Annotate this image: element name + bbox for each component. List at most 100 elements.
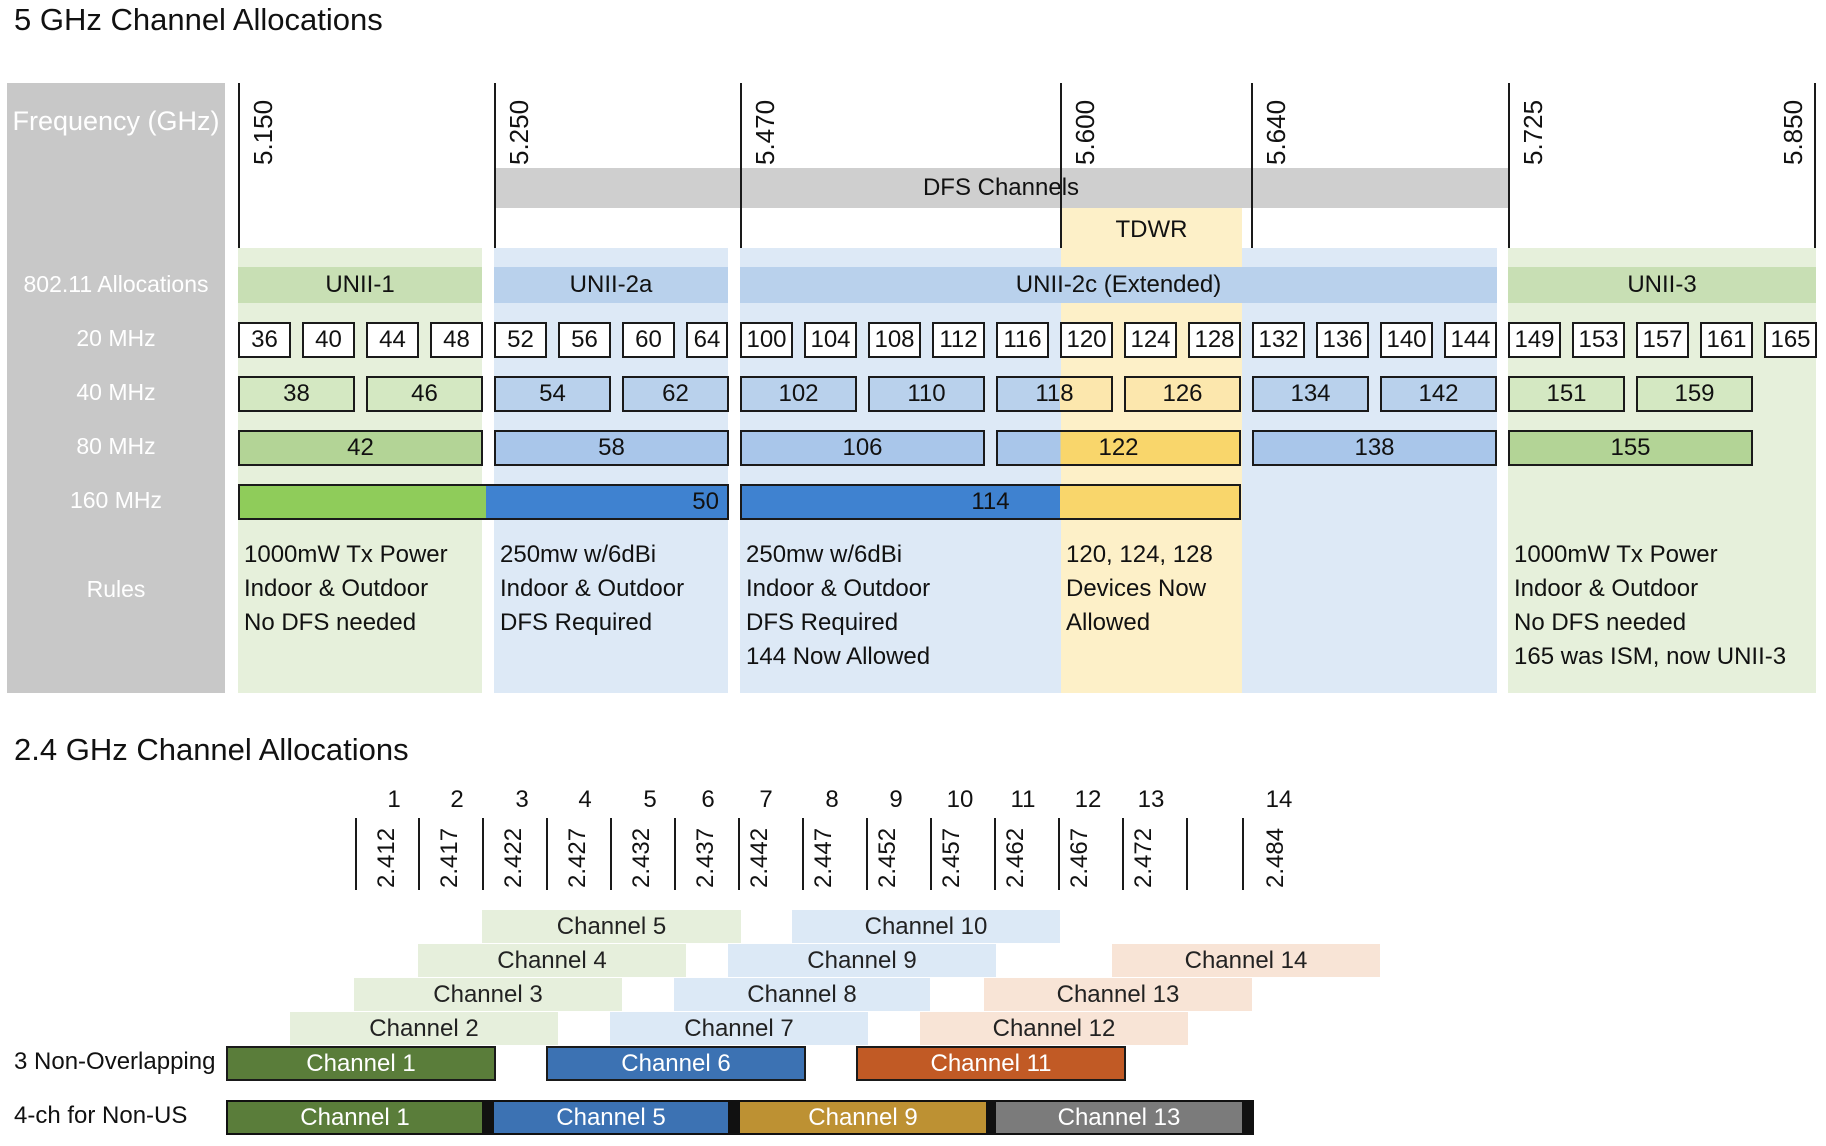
ch80-106: 106 [740,430,985,466]
sep24-15 [1242,818,1244,890]
freq-label-5250: 5.250 [504,99,534,165]
sep24-5 [610,818,612,890]
rules-tdwr-line3: Allowed [1066,609,1151,636]
rules-unii2c: 250mw w/6dBi Indoor & Outdoor DFS Requir… [746,538,930,674]
ch24-num-14: 14 [1265,786,1293,813]
freq24-2484: 2.484 [1262,827,1289,888]
ch20-140: 140 [1380,322,1433,358]
ch160-114: 114 [740,484,1241,520]
rules-tdwr-line1: 120, 124, 128 [1066,541,1213,568]
ch24-num-2: 2 [450,786,464,813]
freq-line-5600 [1060,83,1062,248]
rules-unii3-line4: 165 was ISM, now UNII-3 [1514,643,1787,670]
freq-label-5640: 5.640 [1261,99,1291,165]
ch20-120: 120 [1060,322,1113,358]
rules-unii3-line3: No DFS needed [1514,609,1687,636]
band-unii3: UNII-3 [1508,267,1816,303]
tdwr-label: TDWR [1115,216,1188,243]
ch24-bar-5: Channel 5 [482,910,741,943]
freq-line-5640 [1251,83,1253,248]
ch80-138: 138 [1252,430,1497,466]
ch40-46: 46 [366,376,483,412]
ch24-bar-4: Channel 4 [418,944,686,977]
ch24-num-8: 8 [825,786,839,813]
freq24-2412: 2.412 [373,827,400,888]
ch20-149: 149 [1508,322,1561,358]
ch20-112: 112 [932,322,985,358]
unii2c-column-right [1242,248,1497,693]
rules-tdwr-line2: Devices Now [1066,575,1207,602]
rules-unii2c-line4: 144 Now Allowed [746,643,931,670]
title-5ghz: 5 GHz Channel Allocations [14,2,383,37]
sep24-1 [355,818,357,890]
nonus-channel-13: Channel 13 [996,1102,1242,1133]
rules-tdwr: 120, 124, 128 Devices Now Allowed [1066,538,1213,640]
ch24-num-6: 6 [701,786,715,813]
ch24-num-7: 7 [759,786,773,813]
sep24-11 [994,818,996,890]
freq24-2457: 2.457 [938,827,965,888]
band-unii1: UNII-1 [238,267,482,303]
ch20-40: 40 [302,322,355,358]
ch24-num-4: 4 [578,786,592,813]
ch40-54: 54 [494,376,611,412]
ch40-134: 134 [1252,376,1369,412]
ch160-50-label: 50 [692,488,719,515]
freq24-2442: 2.442 [746,827,773,888]
ch24-bar-13: Channel 13 [984,978,1252,1011]
sep24-4 [546,818,548,890]
ch80-42: 42 [238,430,483,466]
ch80-155: 155 [1508,430,1753,466]
band-unii2c: UNII-2c (Extended) [740,267,1497,303]
ch40-102: 102 [740,376,857,412]
label-40mhz: 40 MHz [76,379,156,405]
ch20-108: 108 [868,322,921,358]
ch20-56: 56 [558,322,611,358]
ch20-64: 64 [686,322,728,358]
sep24-8 [802,818,804,890]
sep24-3 [482,818,484,890]
ch40-62: 62 [622,376,729,412]
rules-unii1-line2: Indoor & Outdoor [244,575,429,602]
rules-unii2c-line2: Indoor & Outdoor [746,575,931,602]
ch24-bar-3: Channel 3 [354,978,622,1011]
sep24-13 [1122,818,1124,890]
freq24-2427: 2.427 [564,827,591,888]
ch20-104: 104 [804,322,857,358]
rules-unii2a-line1: 250mw w/6dBi [500,541,657,568]
rules-unii3-line2: Indoor & Outdoor [1514,575,1699,602]
sep24-7 [738,818,740,890]
ch20-44: 44 [366,322,419,358]
freq24-2432: 2.432 [628,827,655,888]
freq24-2422: 2.422 [500,827,527,888]
ch24-num-13: 13 [1137,786,1165,813]
label-160mhz: 160 MHz [69,487,163,513]
nonoverlap-channel-6: Channel 6 [546,1046,806,1081]
ch40-118: 118 [996,376,1113,412]
ch20-157: 157 [1636,322,1689,358]
ch24-bar-14: Channel 14 [1112,944,1380,977]
label-frequency: Frequency (GHz) [12,106,220,136]
ch40-38: 38 [238,376,355,412]
ch24-bar-2: Channel 2 [290,1012,558,1045]
sep24-14 [1186,818,1188,890]
ch24-num-10: 10 [946,786,974,813]
rules-unii2c-line1: 250mw w/6dBi [746,541,903,568]
rules-unii1-line3: No DFS needed [244,609,417,636]
freq-line-5250 [494,83,496,248]
nonus-channel-9: Channel 9 [740,1102,986,1133]
ch20-100: 100 [740,322,793,358]
rules-unii2a: 250mw w/6dBi Indoor & Outdoor DFS Requir… [500,538,684,640]
freq-line-5150 [238,83,240,248]
label-80mhz: 80 MHz [76,433,156,459]
band-unii2a: UNII-2a [494,267,728,303]
rules-unii3-line1: 1000mW Tx Power [1514,541,1718,568]
rules-unii1-line1: 1000mW Tx Power [244,541,448,568]
ch24-num-11: 11 [1010,786,1036,813]
freq24-2447: 2.447 [810,827,837,888]
ch24-bar-10: Channel 10 [792,910,1060,943]
freq-label-5150: 5.150 [248,99,278,165]
freq-label-5850: 5.850 [1778,99,1808,165]
sep24-12 [1058,818,1060,890]
